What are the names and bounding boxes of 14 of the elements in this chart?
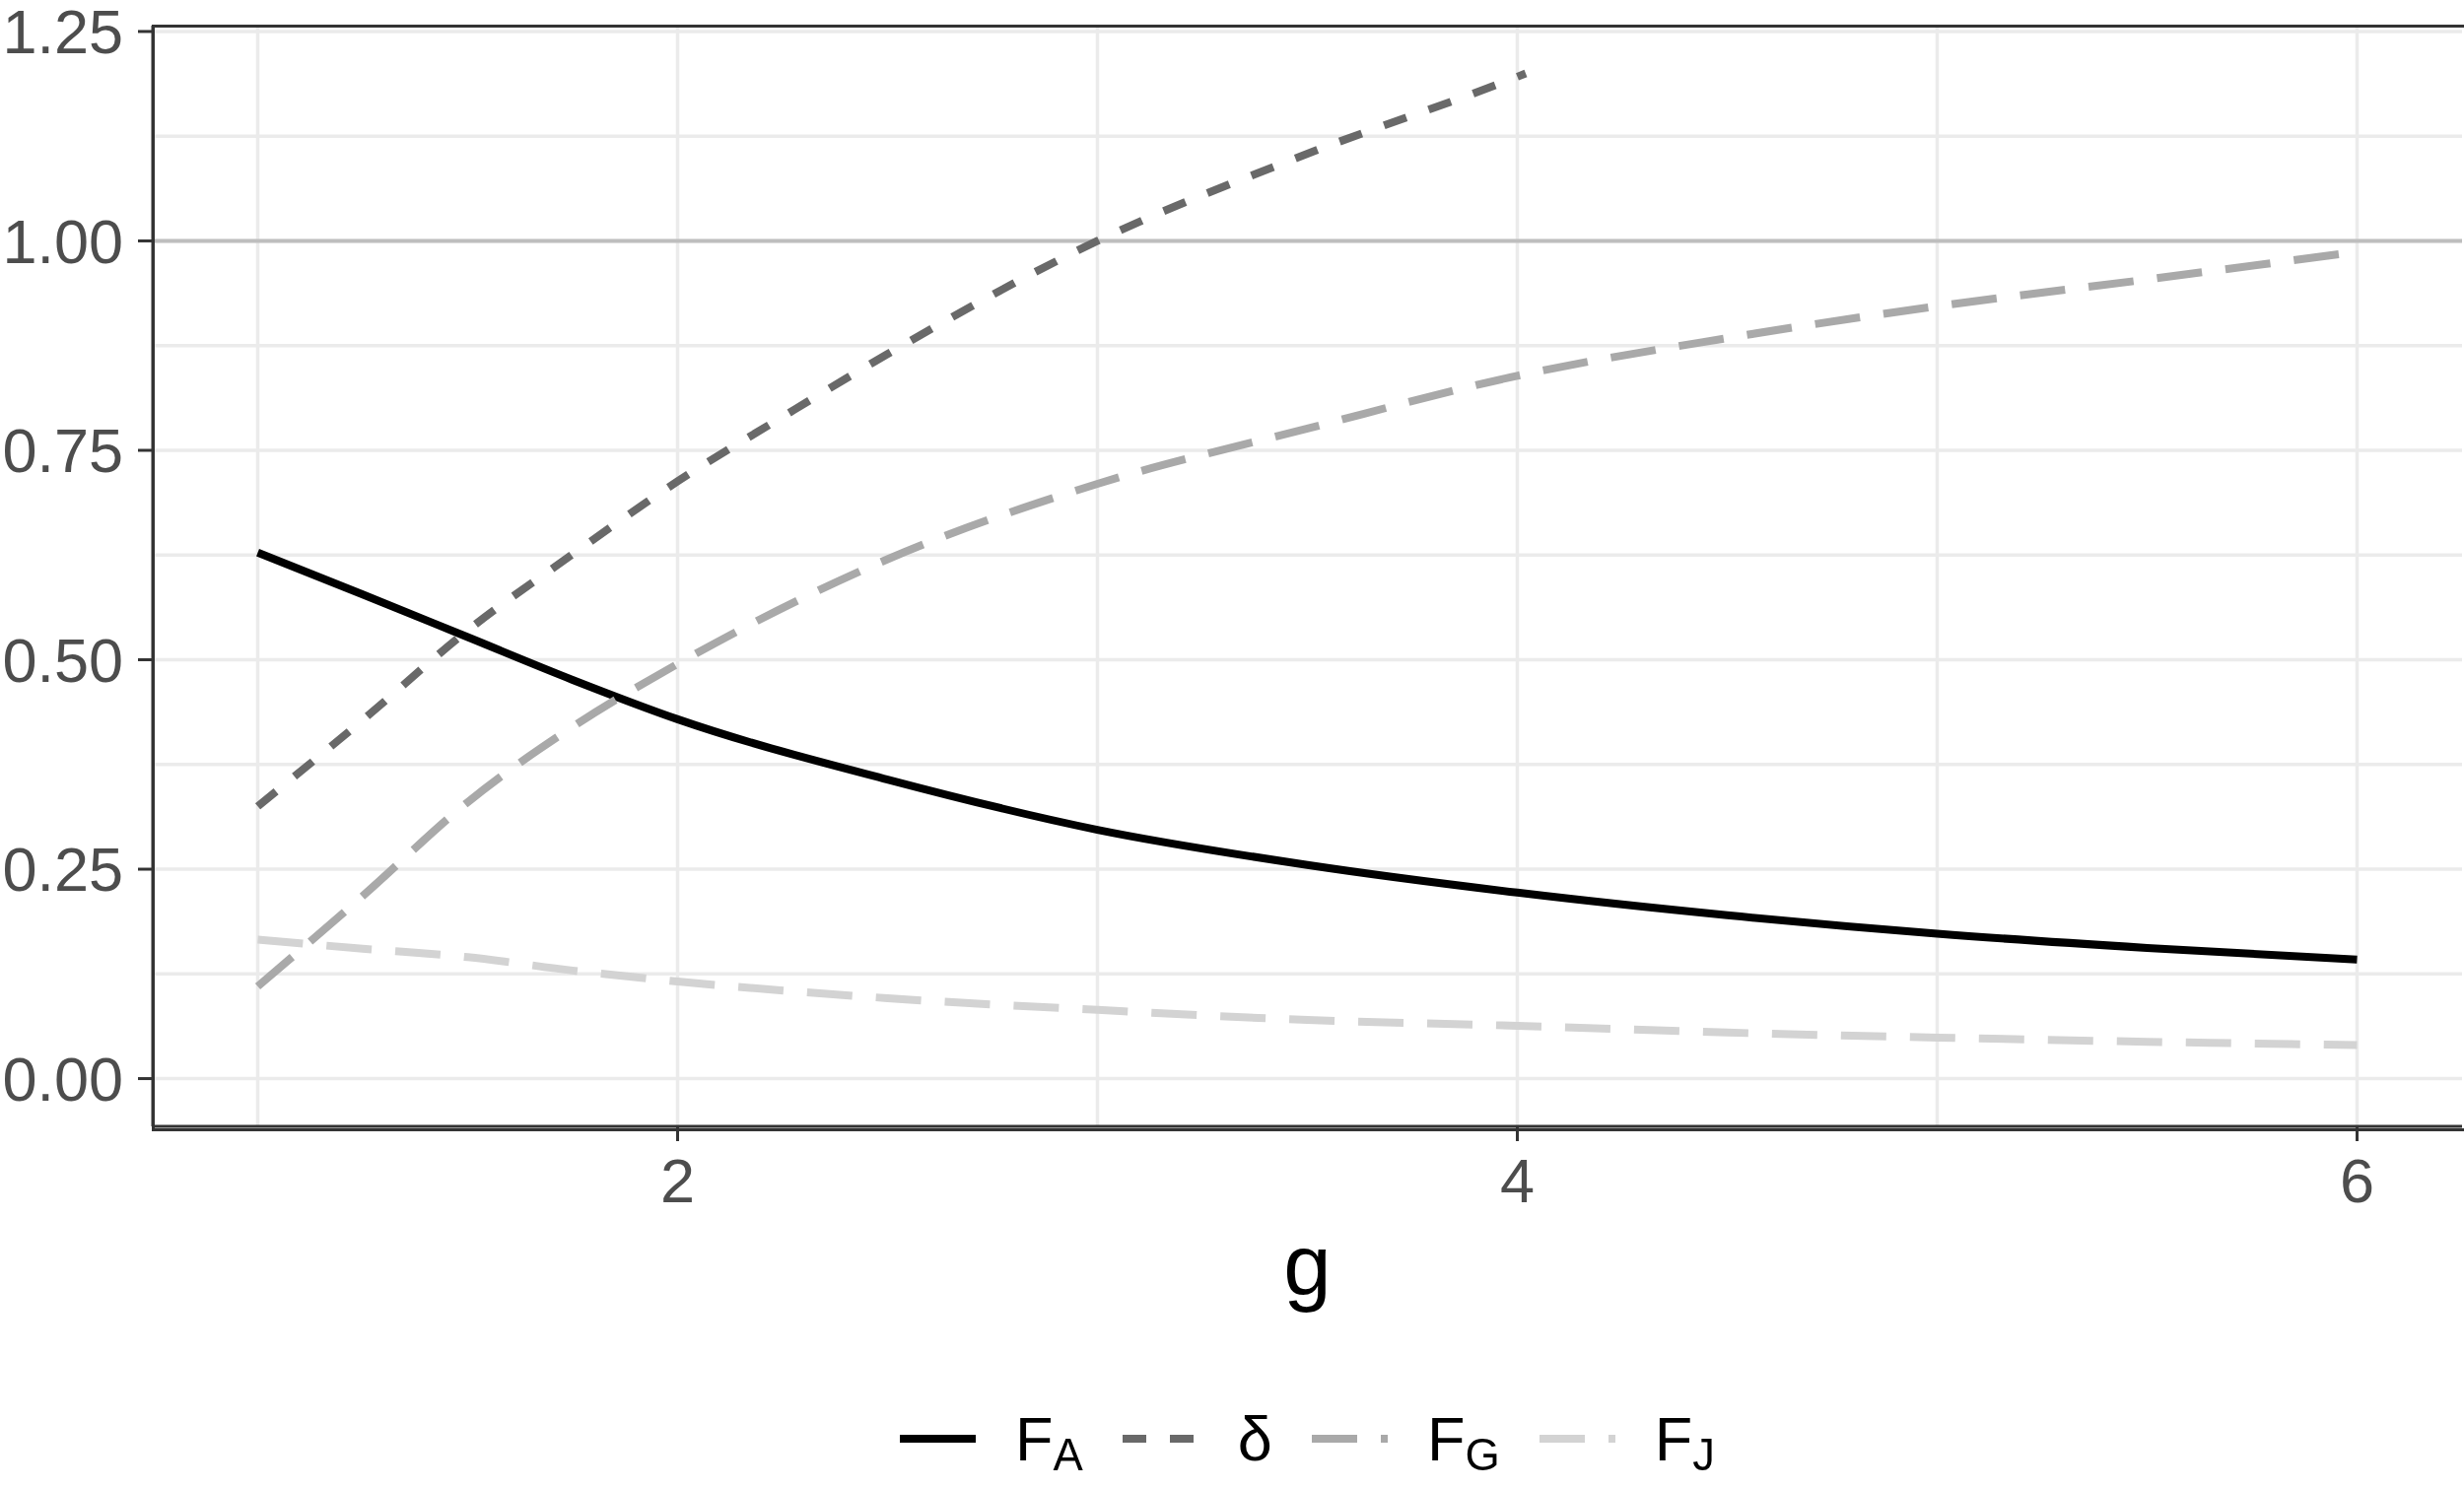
x-axis-title: g xyxy=(1282,1217,1333,1313)
y-tick-label: 1.00 xyxy=(2,206,123,276)
legend-label: F$_{G}$ xyxy=(1426,1403,1500,1480)
x-tick-label: 6 xyxy=(2339,1146,2375,1215)
y-tick-label: 0.25 xyxy=(2,835,123,905)
y-tick-label: 0.00 xyxy=(2,1044,123,1114)
y-tick-label: 0.75 xyxy=(2,416,123,486)
y-tick-label: 1.25 xyxy=(2,0,123,67)
x-tick-label: 4 xyxy=(1499,1146,1536,1215)
legend-label: F$_{A}$ xyxy=(1015,1403,1083,1480)
x-tick-label: 2 xyxy=(659,1146,696,1215)
legend-label: δ xyxy=(1237,1403,1272,1473)
legend-label: F$_{J}$ xyxy=(1654,1403,1715,1480)
y-tick-label: 0.50 xyxy=(2,625,123,695)
